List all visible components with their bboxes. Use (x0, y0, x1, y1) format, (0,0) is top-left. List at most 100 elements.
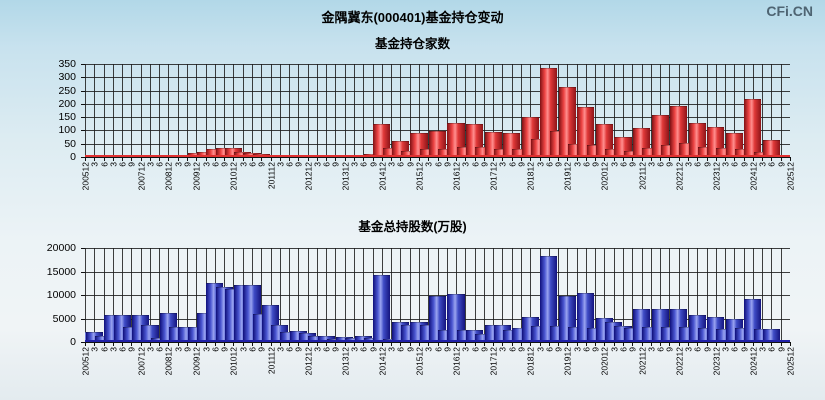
x-tick-mark (604, 342, 605, 346)
axis-baseline (85, 155, 790, 157)
bar (197, 152, 215, 157)
gridline-vertical (224, 64, 225, 157)
gridline-vertical (410, 64, 411, 157)
x-tick-mark (734, 157, 735, 161)
x-tick-mark (308, 157, 309, 161)
x-tick-mark (280, 157, 281, 161)
x-tick-mark (122, 342, 123, 346)
x-tick-mark (771, 157, 772, 161)
x-tick-mark (586, 157, 587, 161)
bar (762, 140, 781, 157)
gridline-vertical (521, 64, 522, 157)
x-tick-mark (363, 342, 364, 346)
x-tick-mark (224, 157, 225, 161)
gridline-horizontal (85, 248, 790, 249)
x-tick-mark (187, 342, 188, 346)
bar (475, 334, 493, 342)
gridline-vertical (298, 64, 299, 157)
gridline-horizontal (85, 295, 790, 296)
x-tick-mark (632, 157, 633, 161)
gridline-vertical (243, 64, 244, 157)
x-tick-mark (400, 342, 401, 346)
page-title: 金隅冀东(000401)基金持仓变动 (321, 10, 504, 25)
x-tick-mark (456, 342, 457, 346)
gridline-vertical (113, 64, 114, 157)
x-tick-mark (271, 157, 272, 161)
y-tick-label: 250 (58, 84, 76, 97)
gridline-vertical (512, 64, 513, 157)
x-tick-mark (577, 342, 578, 346)
x-tick-mark (762, 157, 763, 161)
y-tick-mark (81, 157, 85, 158)
x-tick-mark (326, 342, 327, 346)
x-tick-mark (456, 157, 457, 161)
y-tick-label: 0 (70, 151, 76, 163)
x-tick-mark (298, 342, 299, 346)
x-tick-mark (558, 157, 559, 161)
x-tick-mark (512, 157, 513, 161)
gridline-vertical (345, 64, 346, 157)
gridline-vertical (94, 64, 95, 157)
x-tick-mark (233, 342, 234, 346)
gridline-vertical (595, 64, 596, 157)
bar (317, 336, 335, 342)
x-tick-label: 9 (627, 162, 638, 167)
x-tick-mark (707, 157, 708, 161)
x-tick-mark (298, 157, 299, 161)
x-tick-label: 3 (423, 347, 434, 352)
x-tick-mark (243, 342, 244, 346)
x-tick-mark (502, 157, 503, 161)
gridline-vertical (447, 64, 448, 157)
gridline-horizontal (85, 104, 790, 105)
x-tick-mark (781, 342, 782, 346)
gridline-vertical (781, 64, 782, 157)
gridline-horizontal (85, 130, 790, 131)
x-axis-line (85, 157, 790, 158)
gridline-vertical (141, 64, 142, 157)
x-tick-mark (540, 157, 541, 161)
x-tick-label: 202512 (785, 347, 796, 376)
x-tick-mark (688, 157, 689, 161)
x-tick-mark (85, 157, 86, 161)
x-tick-mark (614, 342, 615, 346)
x-tick-mark (790, 342, 791, 346)
bottom-chart-subtitle: 基金总持股数(万股) (358, 220, 467, 234)
gridline-vertical (614, 64, 615, 157)
bar (419, 149, 437, 157)
gridline-vertical (762, 64, 763, 157)
x-tick-mark (280, 342, 281, 346)
bar (308, 336, 326, 342)
x-tick-mark (586, 342, 587, 346)
x-tick-mark (660, 157, 661, 161)
bar (94, 336, 113, 342)
gridline-vertical (558, 64, 559, 157)
gridline-vertical (215, 64, 216, 157)
x-tick-mark (679, 157, 680, 161)
x-tick-mark (335, 342, 336, 346)
y-tick-label: 50 (64, 137, 76, 150)
y-tick-label: 5000 (52, 312, 76, 325)
x-tick-mark (790, 157, 791, 161)
y-tick-mark (81, 144, 85, 145)
x-tick-mark (465, 157, 466, 161)
x-tick-mark (642, 157, 643, 161)
y-tick-mark (81, 342, 85, 343)
y-tick-mark (81, 64, 85, 65)
x-tick-mark (707, 342, 708, 346)
x-tick-mark (447, 157, 448, 161)
x-tick-mark (150, 157, 151, 161)
gridline-vertical (308, 64, 309, 157)
x-tick-mark (391, 157, 392, 161)
gridline-vertical (196, 64, 197, 157)
x-tick-mark (549, 342, 550, 346)
x-tick-mark (679, 342, 680, 346)
x-tick-mark (410, 342, 411, 346)
gridline-vertical (438, 64, 439, 157)
x-tick-mark (567, 157, 568, 161)
x-tick-label: 6 (729, 162, 740, 167)
x-tick-label: 201812 (525, 162, 536, 191)
bar (224, 148, 242, 157)
x-tick-label: 6 (358, 162, 369, 167)
gridline-vertical (354, 64, 355, 157)
x-tick-label: 201912 (562, 162, 573, 191)
